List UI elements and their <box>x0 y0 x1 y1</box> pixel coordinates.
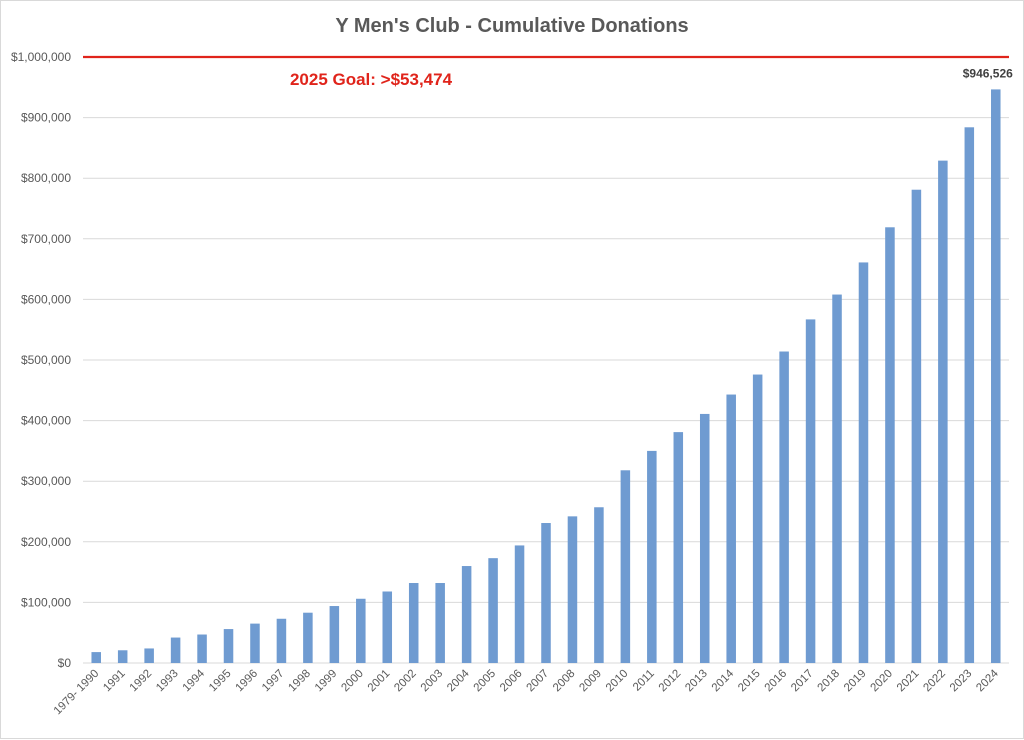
bar <box>805 319 816 663</box>
bar <box>117 650 128 663</box>
x-tick-label: 2023 <box>948 668 975 695</box>
x-tick-label: 2014 <box>710 667 737 694</box>
x-tick-label: 2016 <box>763 668 790 695</box>
bar <box>170 637 181 663</box>
bar <box>223 629 234 663</box>
bar <box>726 394 736 663</box>
bar <box>594 507 604 663</box>
data-label-2024: $946,526 <box>963 66 1013 80</box>
x-tick-label: 2022 <box>921 668 948 695</box>
x-tick-label: 2024 <box>974 667 1001 694</box>
x-tick-label: 2015 <box>736 668 763 695</box>
bar <box>938 160 948 663</box>
x-tick-label: 2008 <box>551 668 578 695</box>
y-tick-label: $800,000 <box>21 171 71 185</box>
x-tick-label: 1996 <box>234 668 261 695</box>
bar <box>964 127 975 663</box>
x-tick-label: 1995 <box>207 668 234 695</box>
bar <box>885 227 895 663</box>
bar <box>620 470 631 663</box>
y-tick-label: $400,000 <box>21 414 71 428</box>
x-tick-label: 2019 <box>842 668 869 695</box>
y-tick-label: $300,000 <box>21 474 71 488</box>
x-tick-label: 2021 <box>895 668 922 695</box>
x-tick-label: 2013 <box>683 668 710 695</box>
x-tick-label: 2000 <box>339 668 366 695</box>
x-tick-label: 1997 <box>260 668 287 695</box>
bar <box>779 351 789 663</box>
gridlines <box>83 56 1009 603</box>
x-tick-label: 2003 <box>419 668 446 695</box>
bar <box>911 189 922 664</box>
bar <box>567 516 578 663</box>
chart-title: Y Men's Club - Cumulative Donations <box>335 15 688 37</box>
bar <box>197 634 207 663</box>
x-tick-label: 1999 <box>313 668 340 695</box>
x-tick-label: 2005 <box>472 668 499 695</box>
x-tick-label: 2009 <box>577 668 604 695</box>
bar <box>276 618 287 663</box>
y-tick-label: $900,000 <box>21 111 71 125</box>
goal-annotation: 2025 Goal: >$53,474 <box>290 70 453 89</box>
x-tick-label: 1994 <box>181 667 208 694</box>
bar <box>991 89 1001 663</box>
bar <box>514 545 525 663</box>
bar <box>541 523 551 663</box>
x-tick-label: 1993 <box>154 668 181 695</box>
y-tick-label: $0 <box>58 656 72 670</box>
bar <box>647 450 657 663</box>
y-tick-label: $1,000,000 <box>11 50 71 64</box>
bar <box>435 583 445 663</box>
bar <box>699 413 710 663</box>
x-tick-label: 1979- 1990 <box>52 668 102 718</box>
x-tick-label: 1992 <box>128 668 155 695</box>
bar <box>382 591 393 663</box>
x-tick-label: 2002 <box>392 668 419 695</box>
x-tick-label: 2004 <box>445 667 472 694</box>
x-tick-label: 1991 <box>101 668 128 695</box>
x-tick-label: 2007 <box>525 668 552 695</box>
bar <box>752 374 763 663</box>
bar <box>673 432 684 663</box>
x-tick-label: 2020 <box>868 668 895 695</box>
bar <box>488 558 498 663</box>
y-tick-label: $600,000 <box>21 292 71 306</box>
bar <box>832 294 842 663</box>
x-tick-label: 1998 <box>286 668 313 695</box>
x-axis-labels: 1979- 1990 1991 1992 1993 1994 1995 1996 1997 19… <box>52 667 1002 717</box>
bar <box>356 598 366 663</box>
y-tick-label: $200,000 <box>21 535 71 549</box>
x-tick-label: 2012 <box>657 668 684 695</box>
bar <box>408 583 419 663</box>
y-axis-labels: $0 $100,000 $200,000 $300,000 $400,000 $500,0… <box>11 50 71 670</box>
x-tick-label: 2011 <box>631 668 657 694</box>
bar <box>858 262 869 663</box>
y-tick-label: $100,000 <box>21 595 71 609</box>
x-tick-label: 2017 <box>789 668 816 695</box>
bar <box>144 648 154 663</box>
y-tick-label: $500,000 <box>21 353 71 367</box>
bar <box>329 606 340 663</box>
x-tick-label: 2010 <box>604 668 631 695</box>
x-tick-label: 2001 <box>366 668 393 695</box>
bar <box>91 652 101 663</box>
bar <box>303 612 313 663</box>
bar <box>250 623 260 663</box>
y-tick-label: $700,000 <box>21 232 71 246</box>
bar <box>461 566 472 663</box>
bars <box>91 89 1001 664</box>
x-tick-label: 2006 <box>498 668 525 695</box>
x-tick-label: 2018 <box>816 668 843 695</box>
